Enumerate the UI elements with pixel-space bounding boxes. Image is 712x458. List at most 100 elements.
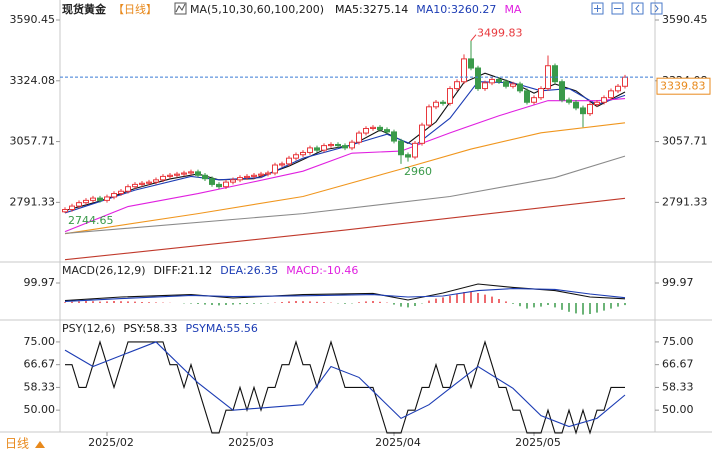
footer-period[interactable]: 日线 <box>5 437 29 451</box>
y-tick-label: 3590.45 <box>662 13 708 26</box>
legend-label: MA10:3260.27 <box>416 3 496 16</box>
x-tick-label: 2025/03 <box>228 436 274 449</box>
candle-body <box>258 173 264 176</box>
y-tick-label: 75.00 <box>662 335 694 348</box>
candle-body <box>349 141 355 149</box>
candle-body <box>83 199 89 204</box>
tool-icon <box>594 5 601 12</box>
candle-body <box>307 147 313 153</box>
candle-body <box>615 85 621 92</box>
candle-body <box>440 101 446 104</box>
candle-body <box>279 163 285 166</box>
candle-body <box>244 175 250 179</box>
legend-label: MACD:-10.46 <box>286 264 358 277</box>
candle-body <box>118 190 124 195</box>
legend-label: PSY:58.33 <box>123 322 177 335</box>
candle-body <box>580 107 586 115</box>
y-tick-label: 3324.08 <box>10 74 56 87</box>
candle-body <box>398 140 404 156</box>
candle-body <box>419 124 425 144</box>
candle-body <box>447 88 453 104</box>
candle-body <box>286 157 292 165</box>
candle-body <box>356 132 362 143</box>
last-price-label: 3339.83 <box>660 80 706 93</box>
candle-body <box>328 143 334 147</box>
legend-label: DEA:26.35 <box>220 264 278 277</box>
candle-body <box>559 81 565 101</box>
y-tick-label: 2791.33 <box>662 195 708 208</box>
candle-body <box>608 90 614 99</box>
candle-body <box>335 143 341 147</box>
indicator-line <box>64 98 626 233</box>
candle-body <box>139 182 145 185</box>
footer-arrow[interactable] <box>35 441 45 448</box>
candle-body <box>594 101 600 106</box>
low-label: 2960 <box>404 165 432 178</box>
candle-body <box>209 178 215 185</box>
candle-body <box>321 145 327 151</box>
y-tick-label: 99.97 <box>24 276 56 289</box>
candle-body <box>90 197 96 201</box>
tool-button[interactable] <box>631 2 644 15</box>
tool-button[interactable] <box>611 2 624 15</box>
tool-button[interactable] <box>650 2 663 15</box>
y-tick-label: 3057.71 <box>662 135 708 148</box>
candle-body <box>97 197 103 201</box>
candle-body <box>216 183 222 188</box>
candle-body <box>412 142 418 158</box>
period-label[interactable]: 【日线】 <box>113 2 157 16</box>
instrument-name: 现货黄金 <box>62 2 107 16</box>
candle-body <box>510 83 516 87</box>
candle-body <box>69 205 75 211</box>
candle-body <box>202 174 208 180</box>
candle-body <box>146 181 152 184</box>
candle-body <box>496 78 502 83</box>
last-price-box <box>656 77 711 95</box>
panel-title: PSY(12,6) <box>62 322 115 335</box>
y-tick-label: 3057.71 <box>10 135 56 148</box>
candle-body <box>230 179 236 183</box>
candle-body <box>223 181 229 188</box>
toolbar <box>591 2 663 15</box>
y-tick-label: 58.33 <box>24 380 56 393</box>
y-tick-label: 2791.33 <box>10 195 56 208</box>
candle-body <box>363 127 369 134</box>
candle-body <box>566 99 572 103</box>
legend-label: MA <box>504 3 521 16</box>
high-pointer <box>470 34 477 41</box>
candle-body <box>461 58 467 83</box>
candle-body <box>251 174 257 177</box>
indicator-line <box>64 155 626 235</box>
candle-body <box>587 104 593 115</box>
candle-body <box>293 154 299 159</box>
y-tick-label: 50.00 <box>662 403 694 416</box>
tool-button[interactable] <box>591 2 604 15</box>
candle-body <box>405 154 411 158</box>
ma-icon[interactable] <box>174 2 187 15</box>
indicator-line <box>64 122 626 235</box>
tool-icon <box>635 4 640 13</box>
y-tick-label: 99.97 <box>662 276 694 289</box>
candle-body <box>62 209 68 213</box>
candle-body <box>524 90 530 103</box>
tool-icon <box>654 4 659 13</box>
ma-icon-line <box>175 3 186 13</box>
candle-body <box>391 131 397 142</box>
x-tick-label: 2025/02 <box>88 436 134 449</box>
panel-title: MACD(26,12,9) <box>62 264 146 277</box>
low-label: 2744.65 <box>68 214 114 227</box>
y-tick-label: 66.67 <box>662 358 694 371</box>
candle-body <box>552 65 558 83</box>
candle-body <box>468 58 474 69</box>
candle-body <box>76 202 82 207</box>
high-label: 3499.83 <box>477 27 523 40</box>
candle-body <box>482 82 488 90</box>
candle-body <box>188 171 194 174</box>
legend-label: PSYMA:55.56 <box>186 322 258 335</box>
indicator-line <box>64 283 626 302</box>
legend-label: DIFF:21.12 <box>154 264 213 277</box>
y-tick-label: 75.00 <box>24 335 56 348</box>
candle-body <box>125 186 131 192</box>
